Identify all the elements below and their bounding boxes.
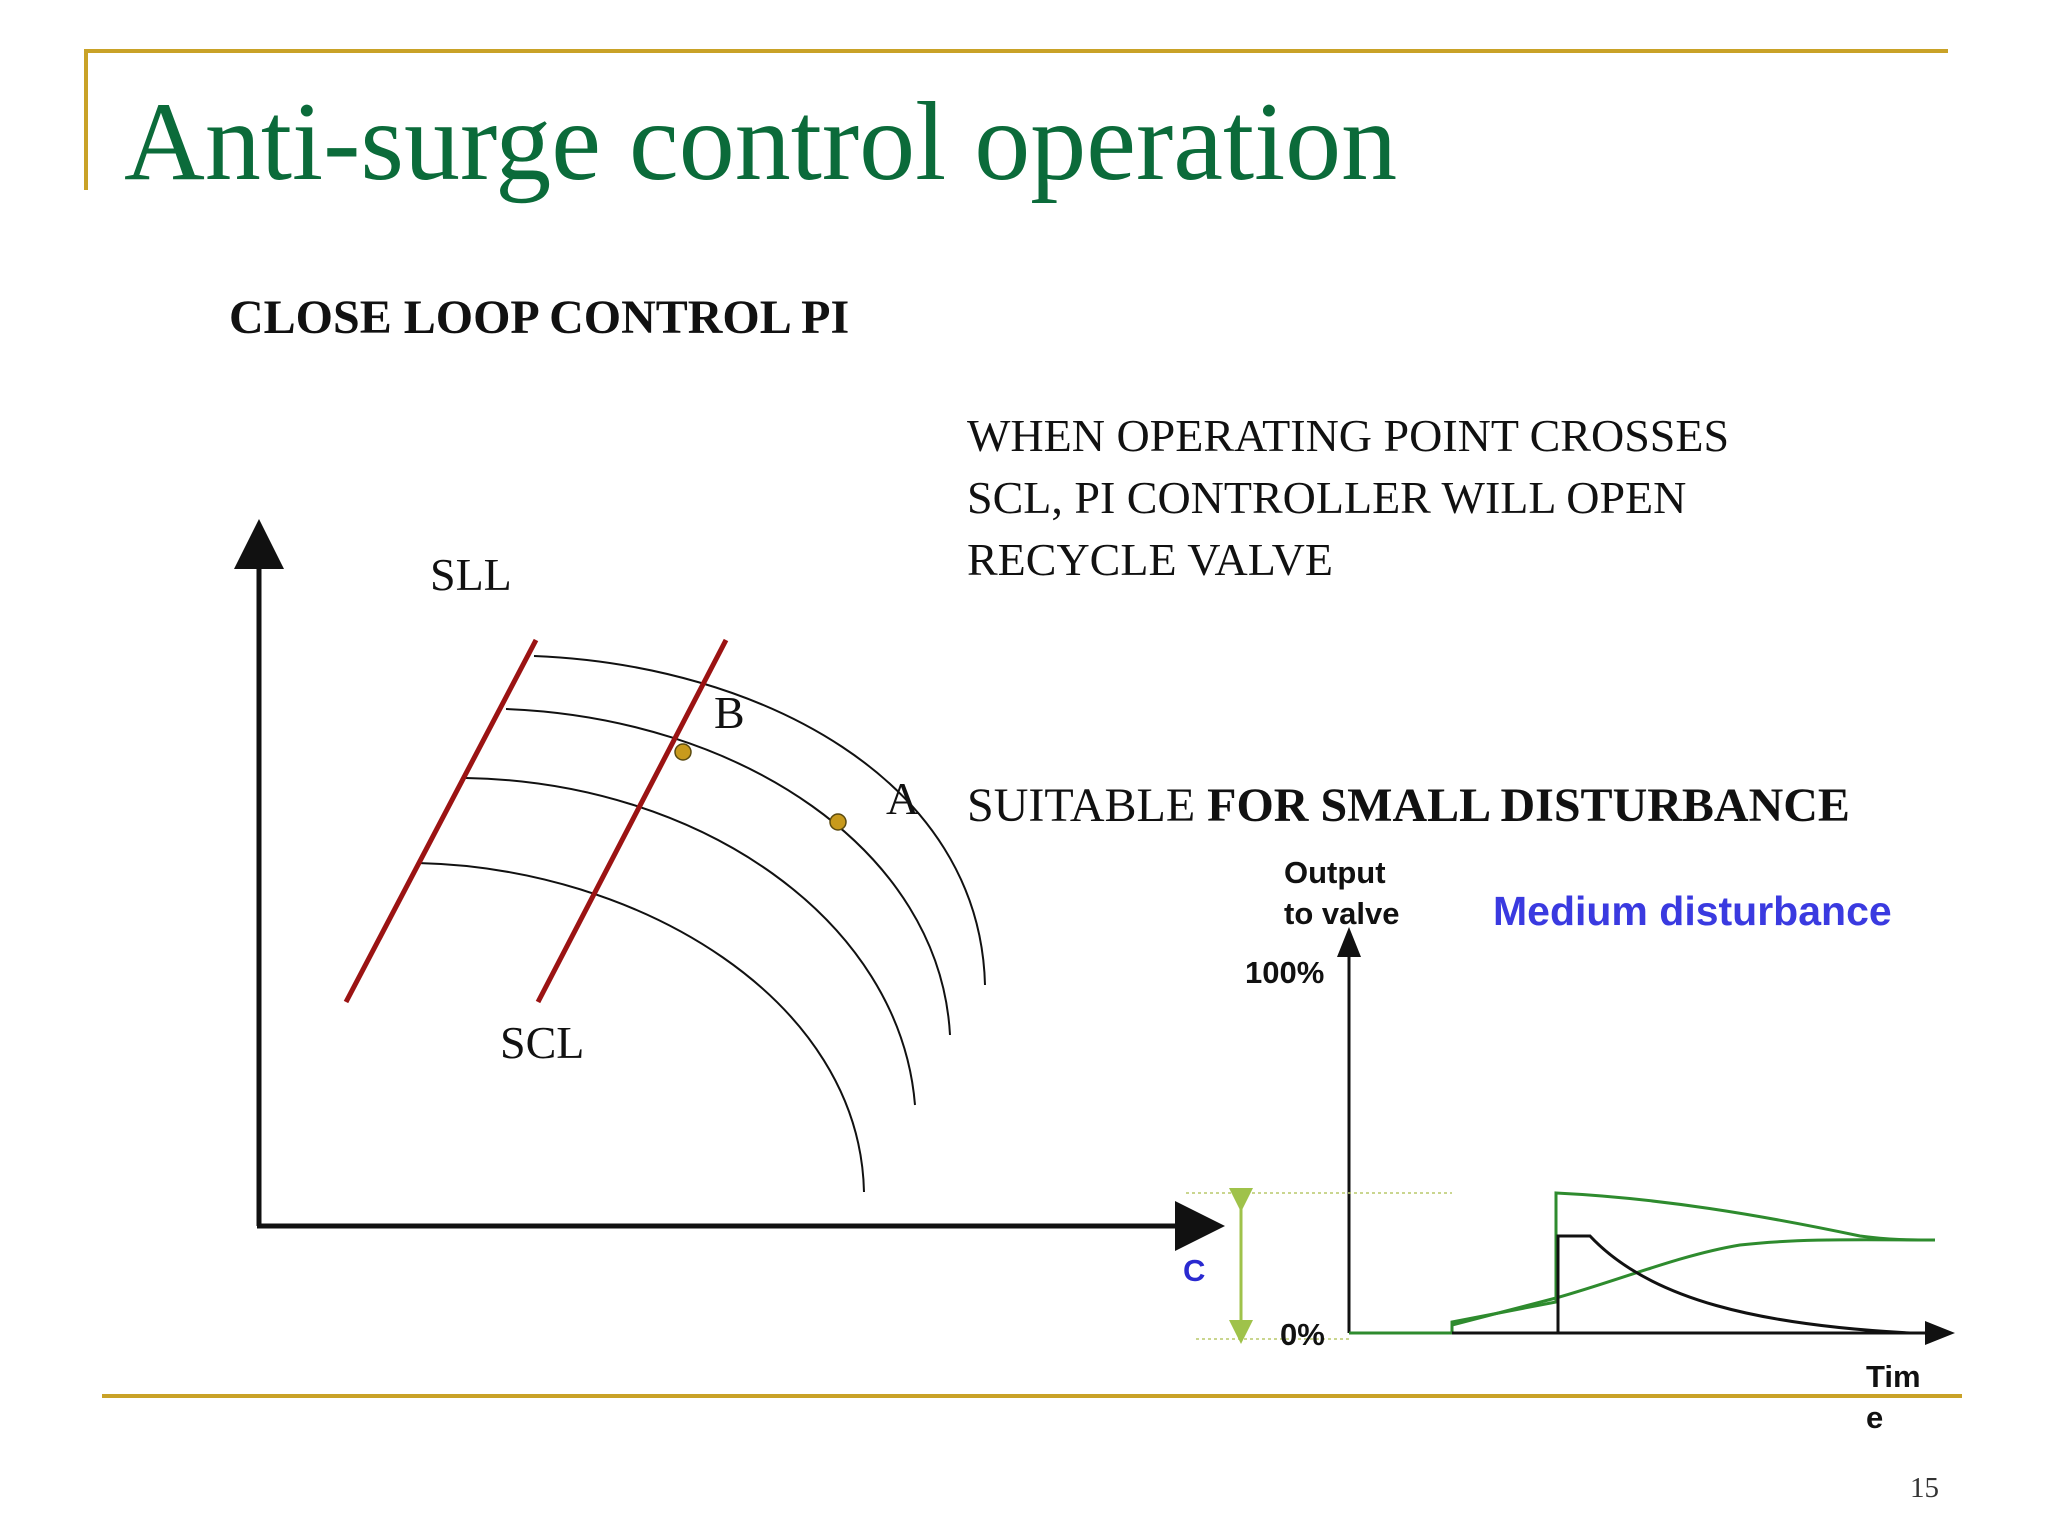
speed-curve-4 — [533, 655, 986, 986]
green-response-lower — [1451, 1238, 1936, 1327]
frame-top-rule — [84, 49, 1948, 53]
c-label: C — [1183, 1253, 1206, 1288]
slide-title: Anti-surge control operation — [124, 80, 1398, 204]
description-line: WHEN OPERATING POINT CROSSES — [967, 410, 1730, 461]
valve-y-axis-label-line1: Output — [1284, 855, 1386, 890]
point-b-label: B — [714, 687, 745, 738]
point-a-label: A — [886, 773, 920, 824]
green-response-upper — [1349, 1191, 1936, 1335]
speed-curve-1 — [417, 862, 865, 1193]
description-line: RECYCLE VALVE — [967, 534, 1333, 585]
slide-subtitle: CLOSE LOOP CONTROL PI — [229, 291, 850, 344]
valve-y-axis-label-line2: to valve — [1284, 896, 1400, 931]
valve-x-axis-label-line1: Tim — [1866, 1359, 1921, 1394]
valve-y-bottom-label: 0% — [1280, 1317, 1325, 1352]
speed-curve-3 — [505, 708, 951, 1036]
valve-x-axis-label-line2: e — [1866, 1400, 1884, 1435]
suitability-prefix: SUITABLE — [967, 779, 1208, 832]
suitability-text: SUITABLE FOR SMALL DISTURBANCE — [967, 778, 1850, 833]
speed-curve-2 — [465, 777, 916, 1106]
surge-limit-line — [343, 638, 539, 1004]
black-response — [1452, 1234, 1911, 1335]
operating-point-a — [829, 813, 847, 831]
description-line: SCL, PI CONTROLLER WILL OPEN — [967, 472, 1687, 523]
scl-label: SCL — [500, 1017, 585, 1068]
surge-control-line — [535, 638, 729, 1004]
frame-left-rule — [84, 49, 88, 190]
description-text: WHEN OPERATING POINT CROSSES SCL, PI CON… — [967, 405, 1729, 591]
page-number: 15 — [1910, 1472, 1939, 1504]
valve-y-top-label: 100% — [1245, 955, 1325, 990]
frame-bottom-rule — [102, 1394, 1962, 1398]
sll-label: SLL — [430, 549, 512, 600]
valve-chart-title: Medium disturbance — [1493, 888, 1892, 934]
suitability-bold: FOR SMALL DISTURBANCE — [1207, 779, 1850, 832]
operating-point-b — [674, 743, 692, 761]
